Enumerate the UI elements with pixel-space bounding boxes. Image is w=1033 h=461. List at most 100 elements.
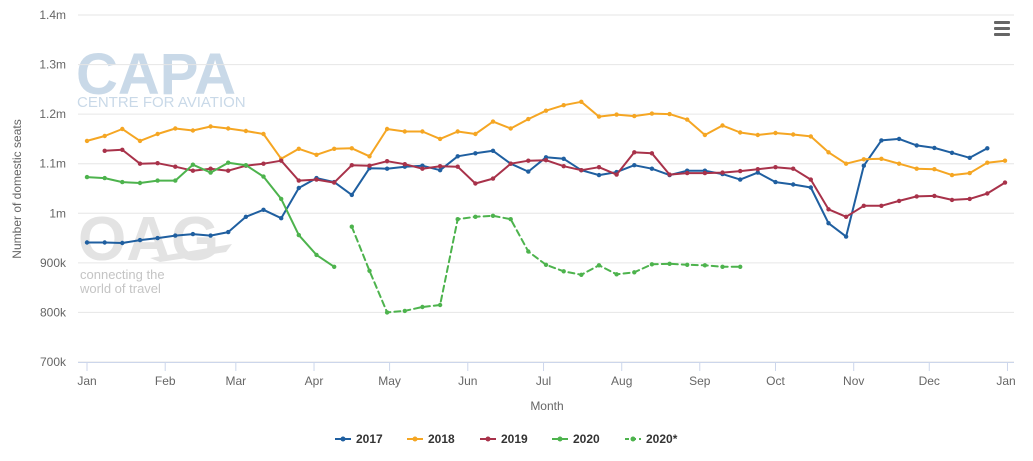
data-point[interactable]	[296, 178, 301, 183]
data-point[interactable]	[579, 99, 584, 105]
data-point[interactable]	[685, 262, 690, 267]
data-point[interactable]	[120, 147, 125, 152]
legend-item-2020-star[interactable]: 2020*	[625, 432, 678, 446]
data-point[interactable]	[738, 168, 743, 174]
data-point[interactable]	[596, 165, 602, 170]
data-point[interactable]	[879, 203, 884, 208]
data-point[interactable]	[349, 224, 354, 229]
data-point[interactable]	[949, 197, 955, 203]
data-point[interactable]	[967, 155, 972, 160]
data-point[interactable]	[632, 150, 637, 155]
data-point[interactable]	[632, 163, 637, 168]
data-point[interactable]	[632, 270, 637, 275]
data-point[interactable]	[402, 129, 407, 134]
data-point[interactable]	[791, 166, 796, 171]
data-point[interactable]	[243, 128, 249, 134]
data-point[interactable]	[773, 165, 778, 170]
data-point[interactable]	[685, 117, 690, 122]
data-point[interactable]	[208, 233, 213, 238]
data-point[interactable]	[261, 174, 266, 179]
data-point[interactable]	[667, 111, 672, 117]
data-point[interactable]	[561, 156, 566, 161]
series-2018[interactable]	[84, 99, 1008, 178]
data-point[interactable]	[367, 268, 372, 273]
data-point[interactable]	[173, 178, 178, 183]
data-point[interactable]	[155, 161, 160, 166]
data-point[interactable]	[208, 124, 213, 129]
data-point[interactable]	[190, 162, 196, 167]
data-point[interactable]	[879, 156, 884, 161]
data-point[interactable]	[173, 233, 178, 238]
data-point[interactable]	[190, 128, 196, 133]
data-point[interactable]	[738, 177, 743, 182]
data-point[interactable]	[473, 214, 478, 219]
data-point[interactable]	[190, 231, 196, 237]
data-point[interactable]	[437, 136, 443, 142]
data-point[interactable]	[861, 163, 866, 168]
data-point[interactable]	[137, 180, 143, 186]
data-point[interactable]	[490, 176, 496, 181]
data-point[interactable]	[384, 310, 390, 315]
data-point[interactable]	[579, 168, 584, 173]
data-point[interactable]	[649, 166, 655, 171]
data-point[interactable]	[773, 179, 778, 185]
data-point[interactable]	[896, 136, 902, 142]
data-point[interactable]	[102, 240, 107, 245]
data-point[interactable]	[120, 179, 125, 185]
data-point[interactable]	[508, 217, 513, 222]
data-point[interactable]	[367, 154, 372, 159]
data-point[interactable]	[720, 123, 725, 128]
data-point[interactable]	[967, 170, 972, 176]
data-point[interactable]	[84, 240, 90, 245]
data-point[interactable]	[437, 302, 443, 308]
data-point[interactable]	[137, 237, 143, 243]
data-point[interactable]	[226, 168, 231, 173]
data-point[interactable]	[1002, 158, 1008, 163]
data-point[interactable]	[296, 185, 301, 191]
data-point[interactable]	[896, 161, 902, 166]
data-point[interactable]	[755, 170, 760, 175]
data-point[interactable]	[455, 154, 460, 159]
data-point[interactable]	[226, 160, 231, 165]
data-point[interactable]	[720, 264, 725, 269]
data-point[interactable]	[314, 152, 319, 157]
data-point[interactable]	[437, 168, 443, 173]
data-point[interactable]	[332, 146, 337, 151]
data-point[interactable]	[843, 161, 849, 166]
data-point[interactable]	[102, 175, 107, 181]
data-point[interactable]	[384, 159, 390, 164]
data-point[interactable]	[808, 185, 813, 190]
data-point[interactable]	[314, 252, 319, 258]
data-point[interactable]	[102, 133, 107, 139]
data-point[interactable]	[702, 170, 708, 176]
hamburger-menu-icon[interactable]	[990, 18, 1014, 40]
data-point[interactable]	[614, 172, 619, 177]
data-point[interactable]	[861, 203, 866, 208]
data-point[interactable]	[614, 272, 619, 277]
data-point[interactable]	[738, 264, 743, 269]
data-point[interactable]	[843, 214, 849, 219]
data-point[interactable]	[808, 134, 813, 139]
data-point[interactable]	[949, 172, 955, 178]
data-point[interactable]	[155, 131, 160, 137]
data-point[interactable]	[243, 163, 249, 168]
data-point[interactable]	[84, 138, 90, 144]
series-2020[interactable]	[84, 160, 337, 269]
data-point[interactable]	[826, 150, 831, 155]
data-point[interactable]	[155, 235, 160, 241]
data-point[interactable]	[808, 177, 813, 182]
data-point[interactable]	[279, 196, 284, 202]
data-point[interactable]	[914, 143, 919, 148]
data-point[interactable]	[702, 263, 708, 268]
data-point[interactable]	[526, 249, 531, 254]
data-point[interactable]	[508, 126, 513, 131]
data-point[interactable]	[296, 232, 301, 238]
data-point[interactable]	[137, 138, 143, 144]
data-point[interactable]	[755, 132, 760, 138]
data-point[interactable]	[420, 166, 425, 171]
legend-item-2019[interactable]: 2019	[480, 432, 528, 446]
data-point[interactable]	[755, 167, 760, 172]
data-point[interactable]	[226, 229, 231, 235]
data-point[interactable]	[861, 157, 866, 162]
data-point[interactable]	[490, 148, 496, 153]
